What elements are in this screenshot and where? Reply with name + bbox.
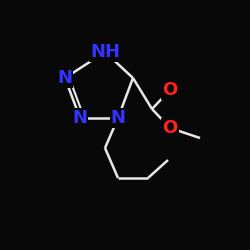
Text: N: N — [72, 109, 88, 127]
Text: O: O — [162, 81, 178, 99]
Text: N: N — [110, 109, 126, 127]
Text: NH: NH — [90, 43, 120, 61]
Text: O: O — [162, 119, 178, 137]
Text: N: N — [58, 69, 72, 87]
